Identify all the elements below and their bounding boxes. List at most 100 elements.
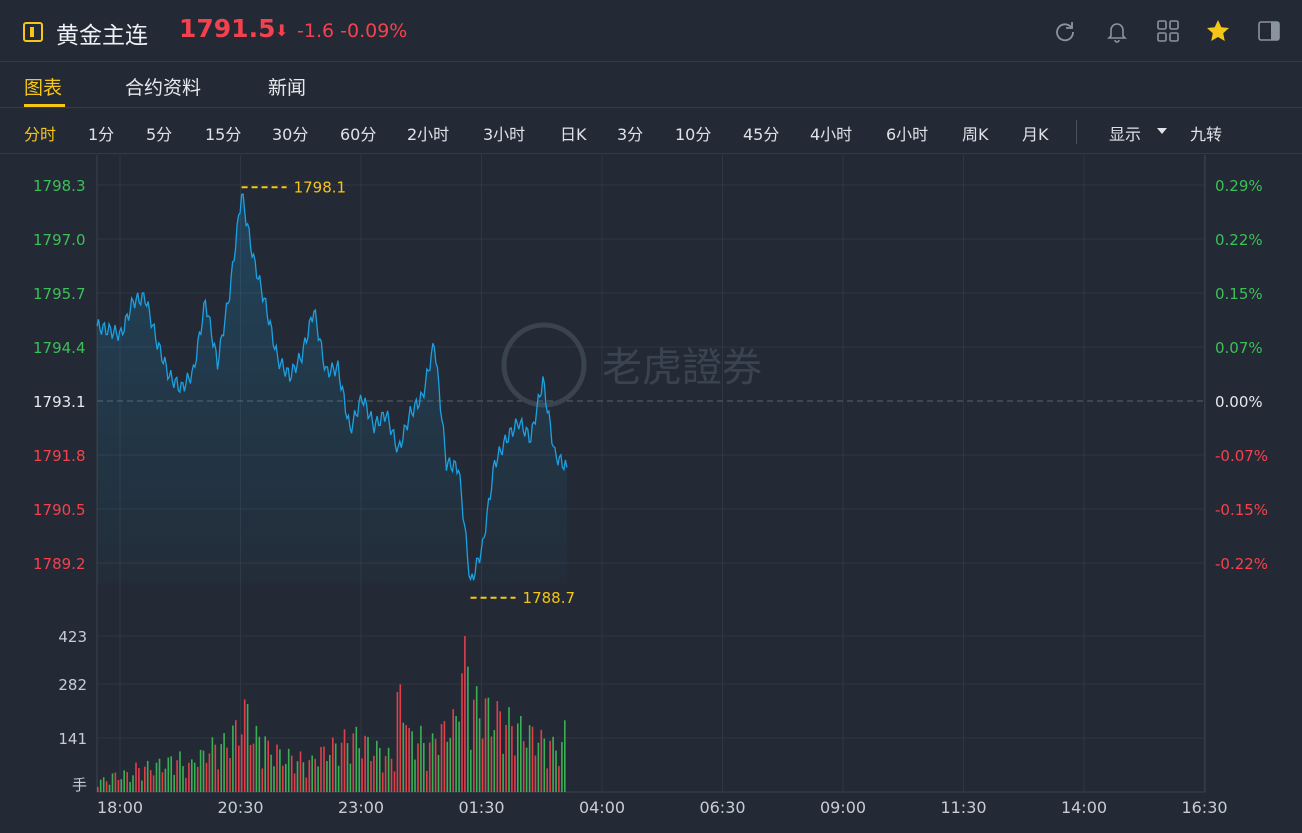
volume-bar — [537, 742, 540, 792]
volume-bar — [188, 762, 190, 792]
volume-bar — [499, 711, 501, 792]
volume-bar — [282, 765, 284, 792]
panel-toggle-icon[interactable] — [1256, 18, 1282, 44]
time-tick-label: 16:30 — [1181, 798, 1227, 817]
volume-bar — [337, 765, 340, 792]
interval-3h[interactable]: 3小时 — [483, 125, 526, 144]
volume-bar — [411, 731, 413, 792]
volume-bar — [396, 692, 399, 792]
volume-bar — [461, 673, 463, 792]
volume-bar — [191, 759, 193, 792]
volume-bar — [420, 725, 422, 792]
volume-bar — [540, 729, 543, 792]
volume-bar — [258, 736, 261, 792]
volume-bar — [126, 772, 128, 792]
volume-bar — [452, 709, 454, 792]
price-tick-label: 1789.2 — [33, 555, 86, 573]
volume-bar — [384, 756, 387, 792]
volume-bar — [423, 743, 425, 792]
grid-icon[interactable] — [1155, 18, 1181, 44]
volume-bar — [296, 761, 299, 792]
volume-bar — [138, 768, 140, 792]
volume-bar — [517, 723, 519, 792]
volume-bar — [229, 758, 231, 792]
volume-bar — [226, 747, 228, 792]
interval-bar: 分时 1分 5分 15分 30分 60分 2小时 3小时 日K 3分 10分 4… — [0, 108, 1302, 154]
volume-bar — [173, 774, 175, 792]
display-menu-button[interactable]: 显示 — [1109, 125, 1142, 144]
volume-tick-label: 282 — [58, 676, 87, 694]
interval-15min[interactable]: 15分 — [205, 125, 242, 144]
interval-5min[interactable]: 5分 — [146, 125, 173, 144]
volume-bar — [305, 777, 308, 792]
interval-day[interactable]: 日K — [560, 125, 587, 144]
interval-2h[interactable]: 2小时 — [407, 125, 450, 144]
interval-timeshare[interactable]: 分时 — [24, 125, 57, 144]
interval-30min[interactable]: 30分 — [272, 125, 309, 144]
percent-tick-label: 0.22% — [1215, 231, 1263, 249]
last-price: 1791.5 — [179, 14, 276, 43]
volume-bar — [279, 749, 281, 792]
chevron-down-icon[interactable] — [1157, 128, 1167, 134]
refresh-icon[interactable] — [1052, 18, 1078, 44]
interval-month[interactable]: 月K — [1022, 125, 1049, 144]
interval-3min[interactable]: 3分 — [617, 125, 644, 144]
volume-tick-label: 423 — [58, 628, 87, 646]
volume-bar — [273, 766, 275, 792]
price-tick-label: 1791.8 — [33, 447, 86, 465]
nine-turn-button[interactable]: 九转 — [1190, 125, 1223, 144]
volume-bar — [405, 725, 407, 792]
volume-bar — [505, 725, 507, 792]
volume-bar — [270, 754, 272, 792]
volume-bar — [487, 697, 490, 792]
volume-bar — [346, 743, 349, 792]
volume-bar — [326, 761, 328, 792]
price-tick-label: 1790.5 — [33, 501, 86, 519]
tab-chart[interactable]: 图表 — [24, 77, 63, 99]
interval-week[interactable]: 周K — [962, 125, 989, 144]
interval-60min[interactable]: 60分 — [340, 125, 377, 144]
interval-45min[interactable]: 45分 — [743, 125, 780, 144]
volume-bar — [108, 784, 111, 792]
volume-bar — [114, 772, 117, 792]
interval-4h[interactable]: 4小时 — [810, 125, 853, 144]
volume-bar — [449, 737, 452, 792]
star-icon[interactable] — [1205, 18, 1231, 44]
volume-bar — [511, 726, 513, 792]
instrument-badge-icon — [23, 22, 43, 42]
tab-contract-info[interactable]: 合约资料 — [125, 77, 202, 99]
volume-bar — [193, 762, 196, 792]
interval-divider — [1076, 120, 1077, 144]
timeshare-chart[interactable]: 老虎證券 1798.1 1788.7 1798.3 0.29% 1797.0 0.22%… — [0, 155, 1302, 833]
volume-bar — [311, 755, 313, 792]
volume-bar — [414, 759, 416, 792]
tab-news[interactable]: 新闻 — [268, 77, 307, 99]
volume-bar — [238, 745, 240, 792]
percent-tick-label: 0.29% — [1215, 177, 1263, 195]
volume-bar — [508, 707, 510, 792]
interval-6h[interactable]: 6小时 — [886, 125, 929, 144]
volume-bar — [408, 727, 410, 792]
change-value: -1.6 — [297, 20, 335, 42]
volume-bar — [232, 725, 234, 792]
volume-bar — [314, 758, 316, 792]
volume-bar — [132, 775, 134, 792]
volume-bar — [164, 768, 167, 792]
volume-bar — [443, 721, 446, 792]
price-tick-label: 1793.1 — [33, 393, 86, 411]
instrument-name: 黄金主连 — [56, 23, 148, 49]
volume-bar — [558, 766, 560, 792]
interval-10min[interactable]: 10分 — [675, 125, 712, 144]
volume-bar — [129, 781, 131, 792]
volume-bar — [475, 686, 478, 792]
bell-icon[interactable] — [1104, 18, 1130, 44]
price-axis-labels: 1798.3 0.29% 1797.0 0.22% 1795.7 0.15% 1794.4 0… — [33, 177, 1268, 794]
volume-bar — [381, 772, 384, 792]
volume-bar — [352, 733, 355, 792]
volume-bar — [161, 772, 164, 792]
interval-1min[interactable]: 1分 — [88, 125, 115, 144]
volume-bar — [370, 761, 372, 792]
volume-bar — [211, 737, 214, 792]
percent-tick-label: -0.15% — [1215, 501, 1268, 519]
change-percent: -0.09% — [340, 20, 408, 42]
